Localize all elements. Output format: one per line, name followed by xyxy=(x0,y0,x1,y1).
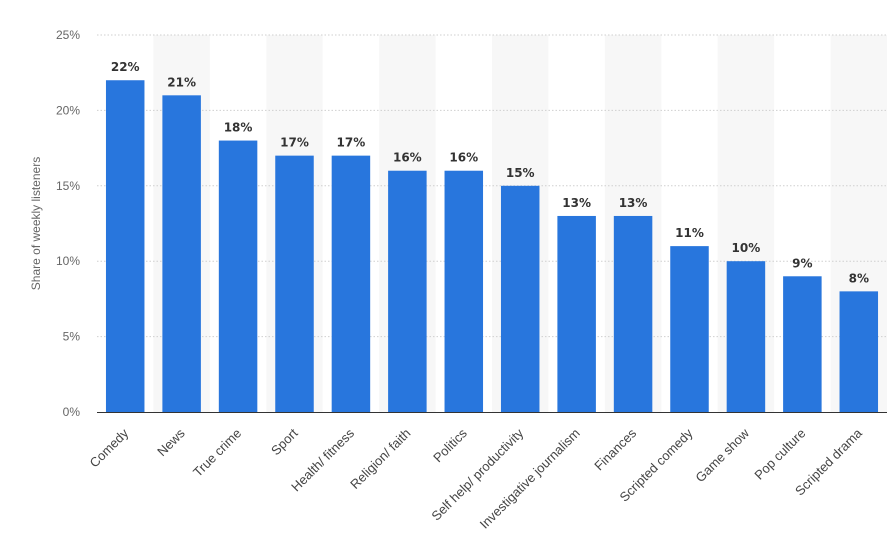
y-tick-label: 0% xyxy=(63,405,81,419)
data-label: 8% xyxy=(849,271,869,285)
data-label: 13% xyxy=(562,196,591,210)
data-label: 10% xyxy=(732,241,761,255)
bar xyxy=(500,185,540,412)
bar xyxy=(162,95,201,412)
bar xyxy=(218,140,258,412)
y-tick-label: 5% xyxy=(63,330,81,344)
bars xyxy=(105,80,879,413)
x-tick-label: News xyxy=(154,425,188,459)
bar xyxy=(388,170,427,412)
data-label: 9% xyxy=(792,256,812,270)
data-label: 11% xyxy=(675,226,704,240)
data-labels: 22% 21% 18% 17% 17% 16% 16% 15% 13% 13% 11% 10% 9% 8% xyxy=(111,60,869,285)
x-tick-label: Finances xyxy=(591,425,639,473)
bar xyxy=(726,261,766,412)
data-label: 15% xyxy=(506,166,535,180)
data-label: 21% xyxy=(167,75,196,89)
y-tick-label: 25% xyxy=(56,28,80,42)
bar xyxy=(839,291,879,412)
y-tick-label: 20% xyxy=(56,103,80,117)
bar xyxy=(670,246,709,412)
data-label: 16% xyxy=(449,151,478,165)
x-tick-label: Self help/ productivity xyxy=(428,425,526,523)
data-label: 22% xyxy=(111,60,140,74)
bar xyxy=(613,215,653,412)
y-tick-label: 15% xyxy=(56,179,80,193)
x-tick-label: Sport xyxy=(268,425,301,458)
bar xyxy=(331,155,371,412)
data-label: 17% xyxy=(337,136,366,150)
data-label: 16% xyxy=(393,151,422,165)
y-axis-title: Share of weekly listeners xyxy=(29,157,43,290)
data-label: 18% xyxy=(224,121,253,135)
x-tick-label: Religion/ faith xyxy=(347,426,413,492)
data-label: 13% xyxy=(619,196,648,210)
bar xyxy=(275,155,314,412)
x-tick-label: Comedy xyxy=(86,425,131,470)
x-tick-label: True crime xyxy=(190,426,244,480)
bar xyxy=(444,170,484,412)
y-tick-label: 10% xyxy=(56,254,80,268)
bar xyxy=(557,215,596,412)
data-label: 17% xyxy=(280,136,309,150)
bar xyxy=(783,276,822,412)
x-tick-label: Investigative journalism xyxy=(477,426,583,532)
x-tick-label: Politics xyxy=(430,425,470,465)
bar xyxy=(105,80,145,413)
x-tick-label: Pop culture xyxy=(751,426,808,483)
x-tick-label: Game show xyxy=(692,425,752,485)
y-axis-ticks: 0% 5% 10% 15% 20% 25% xyxy=(56,28,80,419)
